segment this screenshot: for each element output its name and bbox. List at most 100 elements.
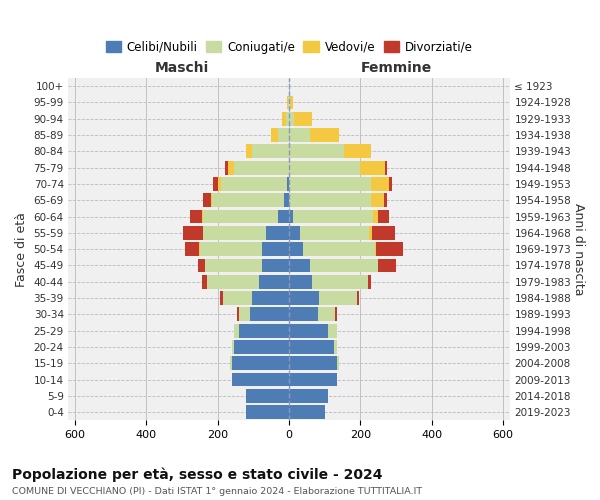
Bar <box>312 275 368 288</box>
Bar <box>310 258 378 272</box>
Bar <box>310 128 339 142</box>
Bar <box>383 194 387 207</box>
Bar <box>378 258 396 272</box>
Bar <box>203 194 211 207</box>
Bar <box>289 340 334 354</box>
Bar <box>304 242 374 256</box>
Bar <box>198 258 205 272</box>
Bar <box>271 128 278 142</box>
Bar <box>289 242 304 256</box>
Bar <box>335 308 337 322</box>
Bar <box>376 242 403 256</box>
Bar <box>202 210 203 224</box>
Bar <box>246 389 289 403</box>
Bar <box>203 210 278 224</box>
Text: COMUNE DI VECCHIANO (PI) - Dati ISTAT 1° gennaio 2024 - Elaborazione TUTTITALIA.: COMUNE DI VECCHIANO (PI) - Dati ISTAT 1°… <box>12 488 422 496</box>
Bar <box>289 389 328 403</box>
Bar <box>190 210 202 224</box>
Bar <box>278 210 289 224</box>
Bar <box>259 275 289 288</box>
Bar <box>290 96 293 110</box>
Text: Popolazione per età, sesso e stato civile - 2024: Popolazione per età, sesso e stato civil… <box>12 468 383 482</box>
Y-axis label: Fasce di età: Fasce di età <box>15 212 28 286</box>
Bar <box>230 356 232 370</box>
Bar <box>289 112 295 126</box>
Bar <box>289 356 337 370</box>
Bar <box>200 242 262 256</box>
Bar <box>293 210 373 224</box>
Bar <box>289 160 361 174</box>
Bar <box>287 177 289 191</box>
Bar <box>234 324 239 338</box>
Bar <box>211 194 212 207</box>
Bar <box>286 112 289 126</box>
Legend: Celibi/Nubili, Coniugati/e, Vedovi/e, Divorziati/e: Celibi/Nubili, Coniugati/e, Vedovi/e, Di… <box>101 36 478 59</box>
Bar <box>357 291 359 305</box>
Bar <box>378 210 389 224</box>
Bar <box>289 308 317 322</box>
Bar <box>250 308 289 322</box>
Bar <box>225 160 229 174</box>
Bar <box>371 194 383 207</box>
Bar <box>251 144 289 158</box>
Bar <box>205 258 262 272</box>
Bar <box>289 177 371 191</box>
Bar <box>212 194 284 207</box>
Bar <box>232 340 234 354</box>
Bar <box>183 226 203 240</box>
Bar <box>262 242 289 256</box>
Bar <box>371 177 389 191</box>
Bar <box>239 324 289 338</box>
Bar <box>317 308 335 322</box>
Bar <box>289 226 300 240</box>
Bar <box>334 340 337 354</box>
Bar <box>319 291 357 305</box>
Bar <box>229 160 234 174</box>
Bar <box>238 308 239 322</box>
Bar <box>289 405 325 419</box>
Bar <box>328 324 337 338</box>
Bar <box>295 112 312 126</box>
Bar <box>202 275 207 288</box>
Bar <box>221 177 287 191</box>
Bar <box>389 177 392 191</box>
Bar <box>289 324 328 338</box>
Bar <box>289 144 344 158</box>
Text: Femmine: Femmine <box>361 60 431 74</box>
Bar <box>223 291 251 305</box>
Bar <box>374 242 376 256</box>
Bar <box>289 96 290 110</box>
Bar <box>278 128 289 142</box>
Bar <box>199 242 200 256</box>
Bar <box>232 372 289 386</box>
Bar <box>246 144 251 158</box>
Bar <box>289 291 319 305</box>
Bar <box>218 177 221 191</box>
Bar <box>289 275 312 288</box>
Bar <box>337 356 339 370</box>
Bar <box>251 291 289 305</box>
Bar <box>266 226 289 240</box>
Bar <box>282 112 286 126</box>
Bar <box>361 160 385 174</box>
Bar <box>289 210 293 224</box>
Bar <box>220 291 223 305</box>
Bar <box>289 372 337 386</box>
Bar <box>287 96 289 110</box>
Bar <box>246 405 289 419</box>
Bar <box>368 275 371 288</box>
Bar <box>262 258 289 272</box>
Bar <box>213 177 218 191</box>
Bar <box>300 226 370 240</box>
Bar <box>289 128 310 142</box>
Bar <box>234 340 289 354</box>
Bar <box>289 194 371 207</box>
Bar <box>185 242 199 256</box>
Y-axis label: Anni di nascita: Anni di nascita <box>572 203 585 296</box>
Bar <box>372 226 395 240</box>
Bar <box>239 308 250 322</box>
Bar <box>370 226 372 240</box>
Bar <box>207 275 259 288</box>
Bar <box>385 160 387 174</box>
Bar <box>232 356 289 370</box>
